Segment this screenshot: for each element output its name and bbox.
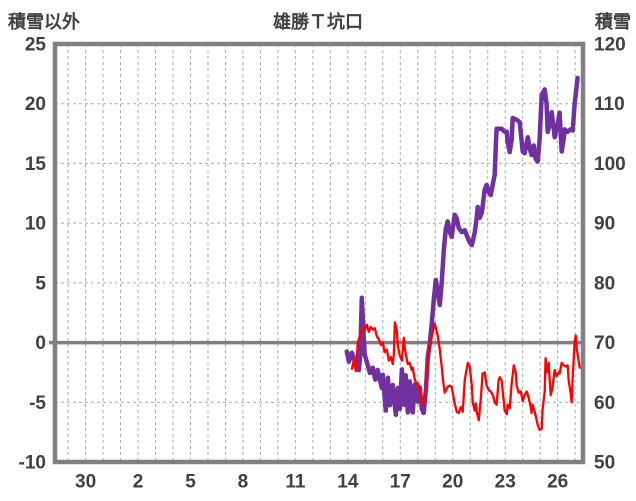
- y-axis-right-tick-label: 70: [594, 333, 615, 354]
- x-axis-tick-label: 30: [75, 472, 96, 493]
- plot-frame: [52, 41, 586, 465]
- y-axis-right-tick-label: 50: [594, 453, 615, 474]
- non-snow-line: [350, 321, 581, 431]
- x-axis-tick-label: 5: [185, 472, 196, 493]
- y-axis-left-tick-label: 20: [25, 94, 46, 115]
- y-axis-right-tick-label: 100: [594, 154, 626, 175]
- x-axis-tick-label: 2: [133, 472, 144, 493]
- x-axis-tick-label: 23: [495, 472, 516, 493]
- y-axis-left-tick-label: 25: [25, 35, 47, 56]
- y-axis-right-tick-label: 80: [594, 273, 615, 294]
- right-axis-title: 積雪: [595, 12, 631, 32]
- x-axis-tick-label: 17: [390, 472, 411, 493]
- x-axis-tick-label: 14: [337, 472, 359, 493]
- x-axis-tick-label: 26: [547, 472, 568, 493]
- y-axis-left-tick-label: -10: [19, 453, 46, 474]
- y-axis-left-tick-label: 0: [35, 333, 46, 354]
- y-axis-right-tick-label: 110: [594, 94, 625, 115]
- y-axis-left-tick-label: 15: [25, 154, 47, 175]
- y-axis-left-tick-label: -5: [29, 393, 46, 414]
- snow-depth-line: [344, 75, 580, 418]
- x-axis-tick-label: 8: [238, 472, 249, 493]
- y-axis-left-tick-label: 5: [35, 273, 46, 294]
- y-axis-right-tick-label: 90: [594, 214, 615, 235]
- x-axis-tick-label: 11: [285, 472, 306, 493]
- x-axis-tick-label: 20: [442, 472, 463, 493]
- y-axis-left-tick-label: 10: [25, 214, 46, 235]
- left-axis-title: 積雪以外: [8, 12, 80, 32]
- y-axis-right-tick-label: 120: [594, 35, 626, 56]
- y-axis-right-tick-label: 60: [594, 393, 615, 414]
